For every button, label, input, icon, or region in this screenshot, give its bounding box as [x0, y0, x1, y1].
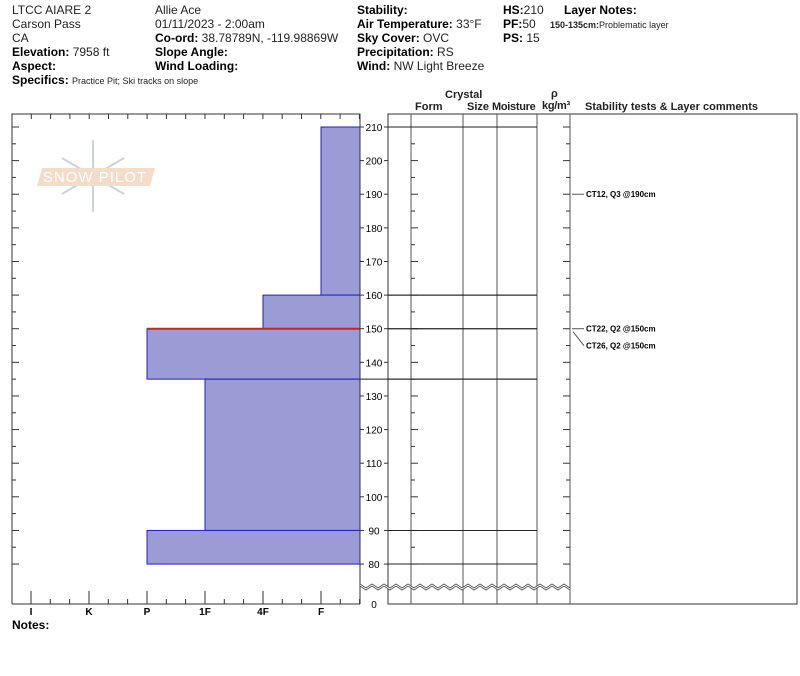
header-rho: ρ: [551, 88, 558, 100]
depth-label: 110: [366, 459, 382, 470]
depth-label: 130: [366, 392, 383, 403]
depth-label: 0: [371, 600, 377, 611]
elevation-value: 7958 ft: [72, 45, 110, 59]
stability: Stability:: [357, 3, 408, 18]
pf-value: 50: [522, 17, 536, 31]
hardness-layer: [262, 294, 361, 330]
datetime: 01/11/2023 - 2:00am: [155, 17, 265, 31]
wind-label: Wind:: [357, 59, 391, 73]
depth-label: 200: [366, 157, 383, 168]
depth-label: 80: [368, 560, 380, 571]
coord-label: Co-ord:: [155, 31, 199, 45]
layer-note: 150-135cm:Problematic layer: [550, 18, 669, 33]
axis-break-inner: [359, 584, 571, 590]
slope-angle-label: Slope Angle:: [155, 45, 228, 59]
wind-loading: Wind Loading:: [155, 59, 238, 74]
header-size: Size: [467, 101, 490, 113]
air-temperature-label: Air Temperature:: [357, 17, 453, 31]
wind-value: NW Light Breeze: [393, 59, 485, 73]
elevation: Elevation: 7958 ft: [12, 45, 109, 60]
pit-name: LTCC AIARE 2: [12, 3, 92, 17]
depth-label: 180: [366, 224, 383, 235]
stability-label: Stability:: [357, 3, 408, 17]
stability-test-label: CT22, Q2 @150cm: [586, 325, 656, 334]
aspect-label: Aspect:: [12, 59, 57, 73]
specifics: Specifics: Practice Pit; Ski tracks on s…: [12, 73, 198, 89]
header-moisture: Moisture: [492, 101, 536, 113]
hardness-label: 4F: [257, 607, 269, 618]
hardness-label: K: [85, 607, 93, 618]
location: Carson Pass: [12, 17, 81, 31]
sky-cover-value: OVC: [423, 31, 450, 45]
coord: Co-ord: 38.78789N, -119.98869W: [155, 31, 338, 46]
slope-angle: Slope Angle:: [155, 45, 228, 60]
depth-label: 100: [366, 493, 383, 504]
hardness-label: F: [318, 607, 324, 618]
elevation-label: Elevation:: [12, 45, 70, 59]
table-frame: [387, 113, 798, 605]
sky-cover: Sky Cover: OVC: [357, 31, 449, 46]
depth-label: 170: [366, 257, 383, 268]
state: CA: [12, 31, 29, 45]
stability-test-label: CT26, Q2 @150cm: [586, 342, 656, 351]
coord-value: 38.78789N, -119.98869W: [201, 31, 339, 45]
layer-note-range: 150-135cm:: [550, 20, 600, 30]
precipitation-value: RS: [437, 45, 454, 59]
hardness-layer: [146, 529, 361, 565]
depth-label: 90: [368, 526, 380, 537]
wind: Wind: NW Light Breeze: [357, 59, 484, 74]
specifics-value: Practice Pit; Ski tracks on slope: [72, 76, 199, 86]
layer-note-text: Problematic layer: [599, 20, 669, 30]
header-density: kg/m³: [542, 100, 570, 112]
layer-notes-label-text: Layer Notes:: [564, 3, 637, 17]
wind-loading-label: Wind Loading:: [155, 59, 239, 73]
hardness-label: 1F: [199, 607, 211, 618]
layer-notes-label: Layer Notes:: [564, 3, 637, 18]
pf-label: PF:: [503, 17, 523, 31]
specifics-label: Specifics:: [12, 73, 69, 87]
air-temperature: Air Temperature: 33°F: [357, 17, 482, 32]
observer: Allie Ace: [155, 3, 202, 17]
precipitation: Precipitation: RS: [357, 45, 454, 60]
hardness-layer: [146, 328, 361, 380]
stability-test-label: CT12, Q3 @190cm: [586, 190, 656, 199]
hs-value: 210: [523, 3, 544, 17]
hardness-label: I: [30, 607, 33, 618]
pf: PF:50: [503, 17, 536, 32]
depth-label: 160: [366, 291, 383, 302]
air-temperature-value: 33°F: [456, 17, 482, 31]
hs: HS:210: [503, 3, 544, 18]
logo-text: SNOW PILOT: [43, 169, 147, 186]
header-form: Form: [415, 101, 443, 113]
test-arrow: [572, 331, 585, 347]
ps-label: PS:: [503, 31, 524, 45]
notes-label: Notes:: [12, 618, 50, 632]
depth-label: 190: [366, 190, 383, 201]
depth-label: 210: [366, 123, 383, 134]
logo-banner: [37, 168, 155, 186]
depth-label: 150: [366, 325, 383, 336]
hardness-layer: [204, 378, 361, 531]
header-comments: Stability tests & Layer comments: [585, 101, 759, 113]
depth-label: 140: [366, 358, 383, 369]
sky-cover-label: Sky Cover:: [357, 31, 420, 45]
header-crystal: Crystal: [445, 89, 483, 101]
hardness-layer: [320, 126, 361, 296]
ps-value: 15: [526, 31, 540, 45]
ps: PS: 15: [503, 31, 540, 46]
hs-label: HS:: [503, 3, 524, 17]
hardness-label: P: [144, 607, 151, 618]
depth-label: 120: [366, 426, 383, 437]
aspect: Aspect:: [12, 59, 56, 74]
precipitation-label: Precipitation:: [357, 45, 434, 59]
